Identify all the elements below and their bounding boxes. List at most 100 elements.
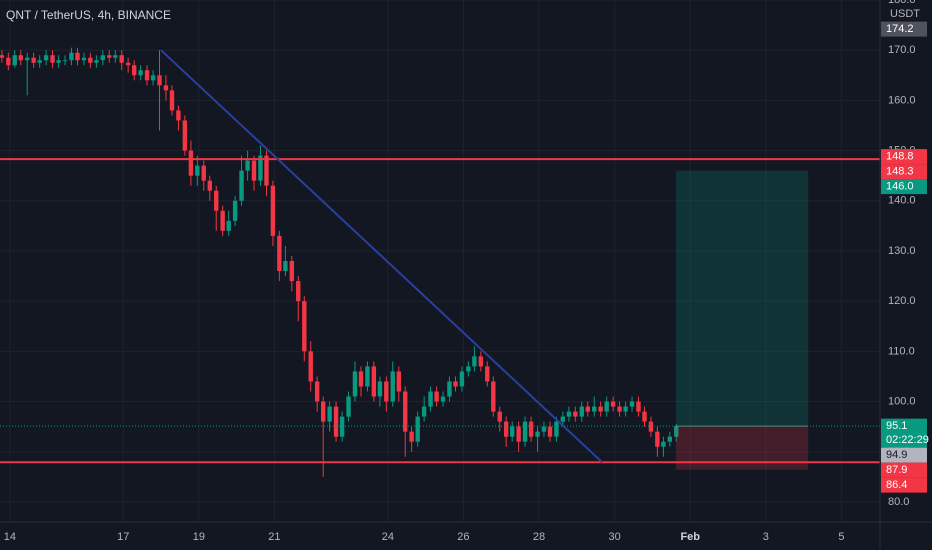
candle-body [37,60,42,63]
candle-body [440,396,446,402]
candle-body [541,426,547,432]
candle-body [207,180,212,191]
candle-body [667,436,673,442]
candle-body [396,371,401,392]
candle-body [31,57,36,63]
candle-body [119,55,124,63]
y-tick-label: 120.0 [888,295,916,307]
candle-body [358,371,364,387]
candle-body [43,55,49,61]
candle-body [560,416,566,422]
candle-body [176,110,181,121]
plot [0,47,679,477]
x-tick-label: 19 [193,531,205,543]
axes: 80.090.0100.0110.0120.0130.0140.0150.016… [4,0,929,543]
candle-body [421,406,427,417]
candle-body [188,150,194,176]
candle-body [232,200,238,221]
candle-body [346,396,351,417]
candle-body [226,220,231,231]
x-tick-label: 17 [117,531,129,543]
candle-body [352,371,358,397]
price-label: 148.8 [886,151,914,163]
candle-body [453,381,458,387]
candle-body [585,406,591,412]
x-tick-label: 14 [4,531,16,543]
candle-body [107,55,112,58]
candle-body [415,416,420,442]
candle-body [554,421,559,437]
price-label: 174.2 [886,23,914,35]
candle-body [6,57,11,66]
price-label-bg [881,21,927,37]
candle-body [239,170,244,201]
candle-body [434,391,439,402]
candle-body [245,160,250,171]
candle-body [18,55,23,61]
candle-body [547,426,553,437]
candle-body [573,411,578,417]
candle-body [339,416,345,437]
price-label-bg [881,149,927,165]
price-label-bg [881,164,927,180]
candle-body [623,406,628,412]
candle-body [157,75,162,86]
x-tick-label: 30 [609,531,621,543]
candle-body [62,60,68,62]
candle-body [390,371,395,402]
y-tick-label: 110.0 [888,345,915,357]
candle-body [491,381,496,412]
candle-body [50,55,55,63]
candle-body [131,65,137,76]
candle-body [403,391,408,432]
candle-body [302,301,307,352]
candle-body [289,261,295,282]
price-label-bg [881,477,927,493]
x-tick-label: 5 [838,531,844,543]
candle-body [283,261,288,272]
price-label-bg [881,447,927,463]
candle-body [25,57,30,61]
candle-body [308,351,313,382]
candle-body [371,366,377,397]
candle-body [617,406,622,412]
candle-body [277,235,282,272]
candle-body [56,60,61,63]
candle-body [674,426,679,437]
candle-body [472,356,477,367]
price-label: 146.0 [886,181,914,193]
candle-body [503,421,509,437]
candle-body [163,85,169,91]
price-label: 94.9 [886,449,907,461]
y-tick-label: 130.0 [888,245,916,257]
candle-body [579,406,584,417]
candle-body [655,431,660,447]
price-label: 148.3 [886,166,914,178]
candle-body [12,55,17,66]
price-label: 87.9 [886,464,907,476]
x-tick-label: Feb [680,531,700,543]
candle-body [138,70,143,76]
candle-body [258,155,263,181]
candle-body [195,165,200,176]
candle-body [100,55,106,61]
candle-body [384,381,389,402]
candle-body [377,381,383,397]
candle-body [566,411,572,417]
x-tick-label: 3 [763,531,769,543]
y-tick-label: 100.0 [888,395,916,407]
price-label-bg [881,462,927,478]
candle-body [535,431,540,437]
candle-body [144,70,150,81]
candle-body [478,356,484,367]
candle-body [509,426,515,437]
candle-body [150,75,156,81]
y-unit: USDT [890,8,920,20]
candle-body [629,401,635,407]
candle-body [592,406,597,412]
chart-title: QNT / TetherUS, 4h, BINANCE [6,8,171,22]
candle-body [516,426,521,442]
candle-body [201,165,206,181]
